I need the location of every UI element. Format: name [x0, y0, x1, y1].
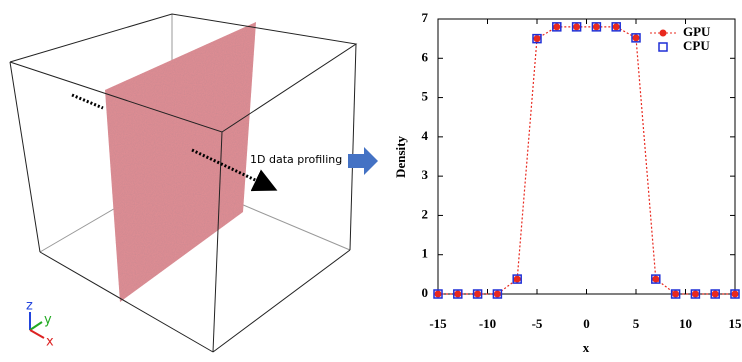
point — [433, 289, 443, 299]
x-tick-label: -5 — [532, 316, 543, 331]
point — [532, 33, 542, 44]
x-tick-label: 0 — [583, 316, 590, 331]
axis-label: x — [46, 335, 54, 350]
x-tick-label: 5 — [633, 316, 640, 331]
x-tick-label: 10 — [679, 316, 692, 331]
y-tick-label: 4 — [422, 128, 429, 143]
profile-arrow — [191, 148, 278, 192]
point — [710, 289, 720, 299]
point — [632, 34, 640, 42]
axis-label: y — [44, 313, 52, 328]
x-axis-label: x — [583, 340, 590, 355]
y-tick-label: 0 — [422, 285, 429, 300]
y-tick-label: 6 — [422, 49, 429, 64]
annotation: 1D data profiling — [250, 153, 342, 166]
point — [453, 289, 463, 299]
point — [670, 289, 681, 299]
point — [472, 289, 483, 299]
box-edge — [212, 249, 351, 353]
flow-arrow — [348, 147, 378, 175]
x-tick-label: -10 — [479, 316, 496, 331]
point — [711, 290, 719, 298]
series-line — [438, 26, 735, 295]
x-tick-label: -15 — [429, 316, 447, 331]
point — [592, 23, 600, 31]
point — [571, 22, 582, 32]
point — [691, 290, 699, 298]
legend-marker — [658, 42, 668, 52]
point — [591, 22, 602, 32]
point — [611, 22, 621, 32]
point — [690, 289, 701, 299]
point — [730, 289, 740, 299]
y-tick-label: 7 — [422, 10, 429, 25]
box-edge — [349, 43, 357, 251]
legend-label: CPU — [683, 38, 710, 53]
point — [474, 290, 482, 298]
simulation-render — [9, 13, 358, 353]
plot-frame — [437, 18, 736, 295]
point — [492, 289, 503, 299]
point — [493, 290, 501, 298]
point — [434, 290, 442, 298]
point — [553, 23, 561, 31]
legend-marker — [659, 29, 667, 37]
x-tick-label: 15 — [729, 316, 742, 331]
axis-label: z — [26, 299, 33, 314]
box-edge — [9, 61, 41, 253]
point — [631, 33, 641, 43]
box-edge — [39, 251, 214, 353]
box-edge — [212, 131, 223, 353]
point — [512, 274, 522, 284]
axis-y — [29, 321, 43, 331]
point — [533, 35, 541, 43]
point — [573, 23, 581, 31]
point — [552, 22, 562, 32]
point — [513, 275, 521, 283]
point — [612, 23, 620, 31]
density-slab — [105, 22, 256, 302]
point — [652, 275, 660, 283]
point — [731, 290, 739, 298]
y-tick-label: 1 — [422, 246, 429, 261]
y-tick-label: 2 — [422, 206, 429, 221]
y-tick-label: 5 — [422, 89, 429, 104]
legend-label: GPU — [683, 24, 711, 39]
y-tick-label: 3 — [422, 167, 429, 182]
point — [672, 290, 680, 298]
axis-x — [29, 329, 45, 339]
point — [651, 274, 661, 284]
y-axis-label: Density — [393, 136, 408, 178]
point — [454, 290, 462, 298]
profile-arrow — [71, 93, 104, 110]
